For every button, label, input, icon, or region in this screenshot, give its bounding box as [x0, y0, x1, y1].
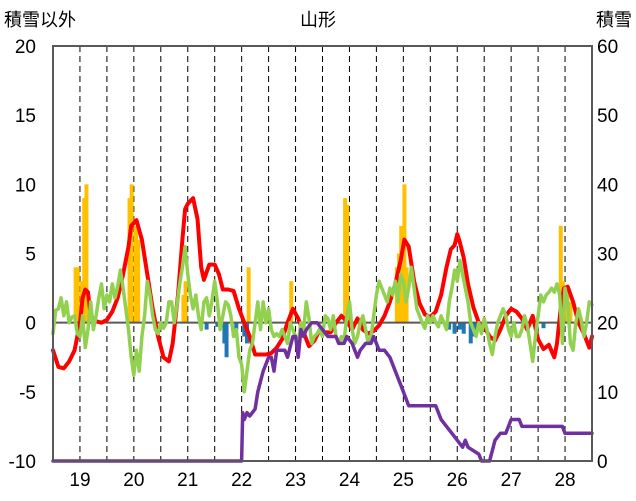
- left-y-tick-label: 0: [25, 314, 36, 335]
- bar-positive: [136, 240, 140, 323]
- x-tick-label: 20: [123, 470, 144, 491]
- x-tick-label: 19: [69, 470, 90, 491]
- x-tick-label: 28: [554, 470, 575, 491]
- x-tick-label: 26: [447, 470, 468, 491]
- x-tick-label: 25: [393, 470, 414, 491]
- right-y-tick-label: 0: [597, 452, 608, 473]
- bar-negative: [462, 323, 466, 334]
- x-tick-label: 24: [339, 470, 361, 491]
- bar-positive: [130, 184, 134, 322]
- left-y-tick-label: -5: [19, 383, 36, 404]
- x-tick-label: 27: [501, 470, 522, 491]
- x-tick-label: 23: [285, 470, 306, 491]
- bar-negative: [225, 323, 229, 358]
- right-y-tick-label: 50: [597, 106, 618, 127]
- right-y-tick-label: 10: [597, 383, 618, 404]
- left-y-tick-label: 5: [25, 245, 36, 266]
- bar-negative: [453, 323, 457, 334]
- chart-title: 山形: [300, 10, 336, 31]
- left-y-tick-label: 20: [15, 37, 36, 58]
- right-y-tick-label: 30: [597, 245, 618, 266]
- x-tick-label: 22: [231, 470, 252, 491]
- bar-positive: [184, 281, 188, 323]
- left-y-tick-label: 15: [15, 106, 36, 127]
- left-y-tick-label: -10: [9, 452, 36, 473]
- right-y-tick-label: 60: [597, 37, 618, 58]
- bar-negative: [205, 323, 209, 330]
- right-y-tick-label: 20: [597, 314, 618, 335]
- bar-negative: [458, 323, 462, 330]
- left-axis-label: 積雪以外: [4, 10, 76, 31]
- x-tick-label: 21: [177, 470, 198, 491]
- right-y-tick-label: 40: [597, 175, 618, 196]
- bar-positive: [247, 267, 251, 322]
- left-y-tick-label: 10: [15, 175, 36, 196]
- right-axis-label: 積雪: [596, 10, 632, 31]
